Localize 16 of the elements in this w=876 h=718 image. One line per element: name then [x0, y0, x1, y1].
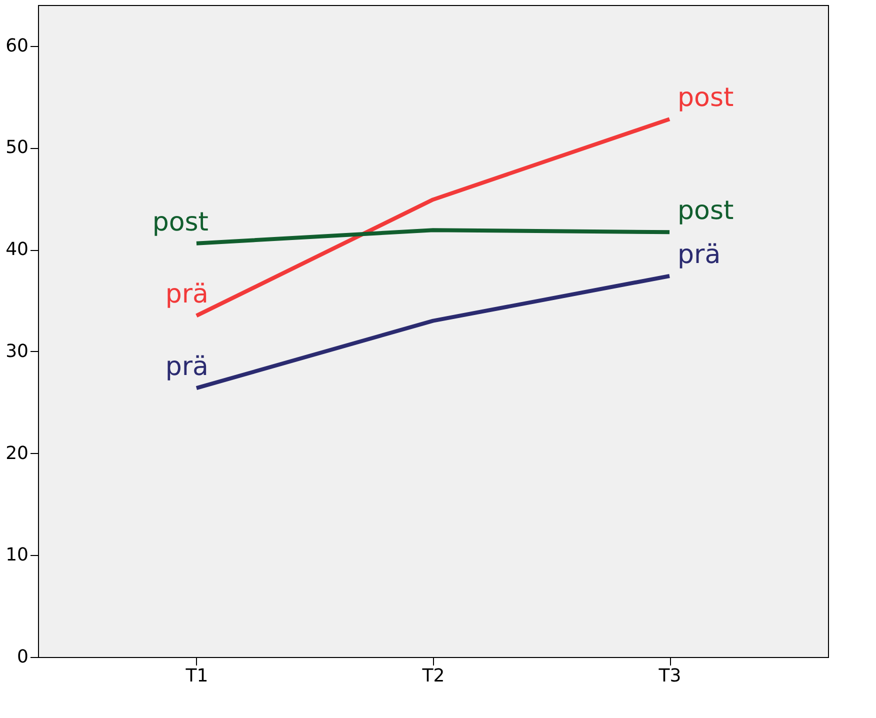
y-tick-label: 40: [6, 239, 28, 260]
y-tick-label: 20: [6, 442, 28, 464]
annotation: post: [152, 207, 208, 238]
y-tick-label: 30: [6, 340, 28, 362]
y-tick-label: 50: [6, 137, 28, 158]
x-tick-label: T3: [658, 666, 682, 686]
y-tick-label: 0: [17, 646, 28, 668]
x-tick-label: T1: [184, 666, 208, 686]
y-tick-label: 10: [6, 544, 28, 566]
annotation: post: [678, 196, 734, 226]
annotation: prä: [165, 280, 208, 310]
annotation: post: [678, 83, 734, 114]
x-tick-label: T2: [421, 666, 445, 686]
annotation: prä: [165, 352, 208, 382]
y-tick-label: 60: [6, 35, 28, 56]
annotation: prä: [678, 240, 721, 270]
